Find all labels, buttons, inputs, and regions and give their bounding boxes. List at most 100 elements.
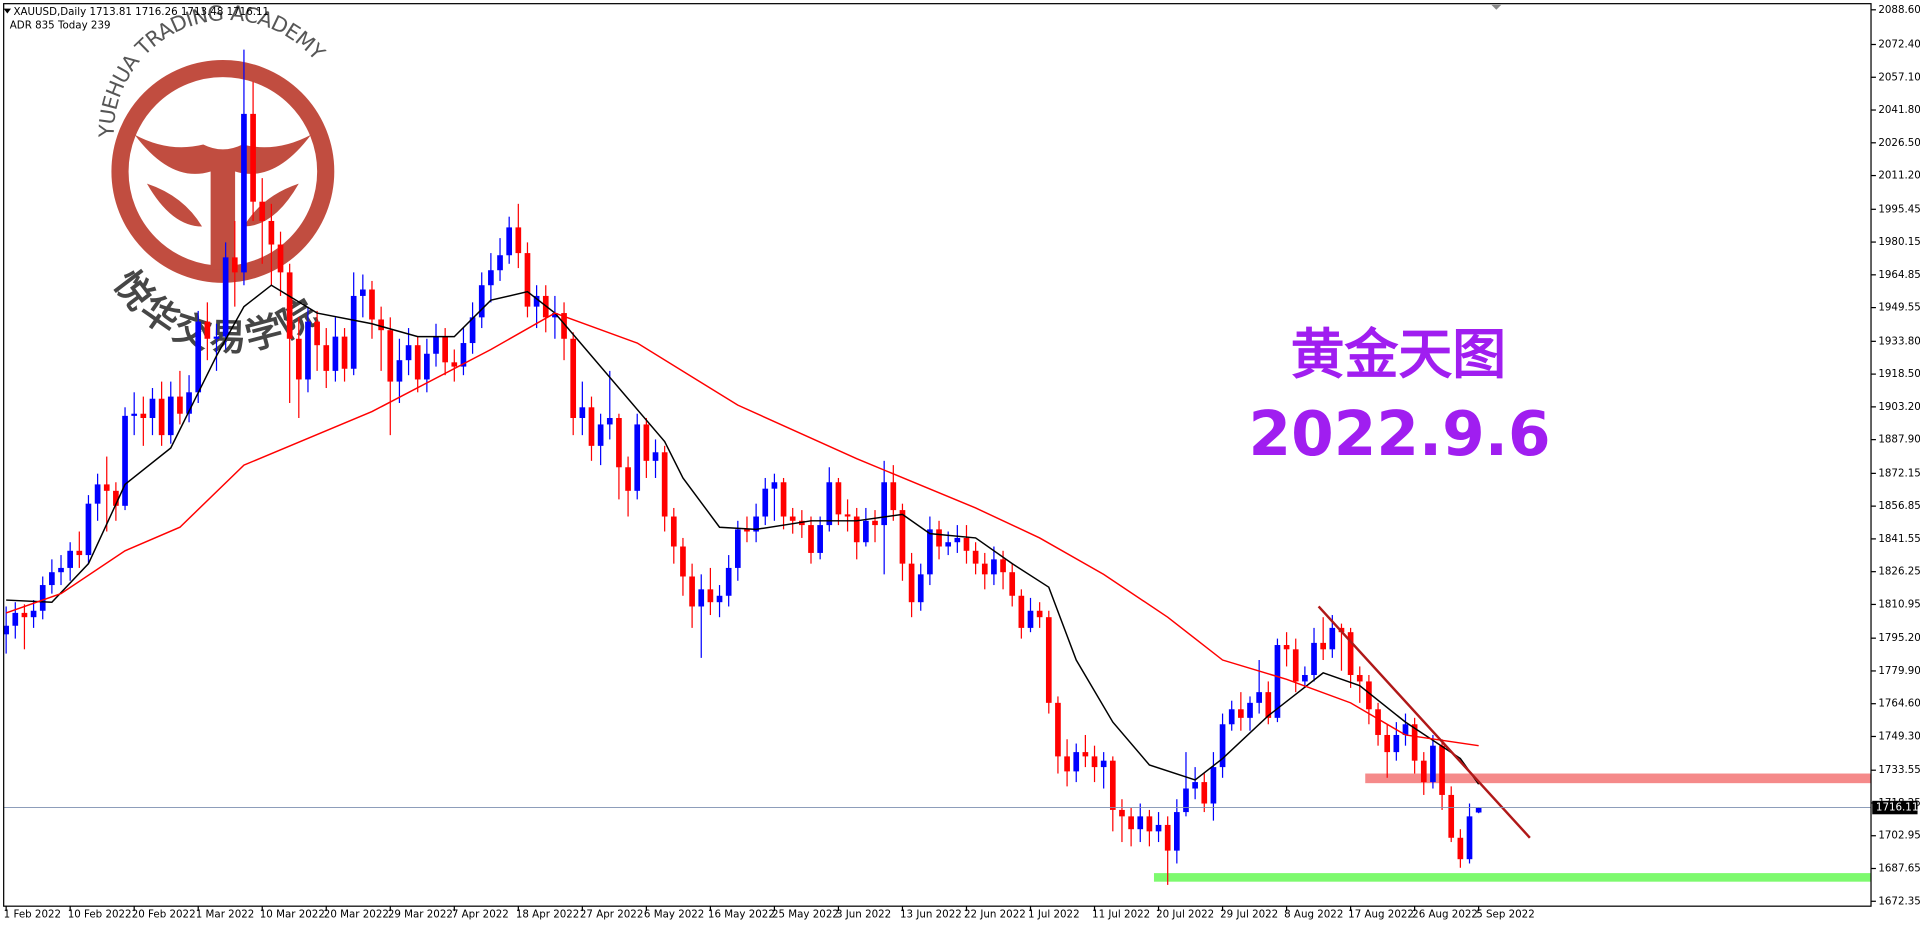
y-tick-label: 1687.65 [1878,863,1920,875]
candle-body [1228,709,1235,725]
candle-body [286,272,293,339]
axis-layer: 2088.60 2072.40 2057.10 2041.80 2026.50 2011.… [3,3,1920,921]
y-tick-label: 1964.85 [1878,269,1920,281]
candle-body [826,482,833,526]
candle-body [1238,709,1244,718]
y-tick-label: 2057.10 [1878,71,1920,83]
y-tick-label: 1995.45 [1878,203,1920,215]
y-tick-label: 2072.40 [1878,38,1920,50]
candle-body [661,452,668,517]
candle-body [1402,724,1409,735]
candle-body [1457,837,1464,860]
candle-body [1320,642,1327,650]
x-tick-label: 1 Jul 2022 [1028,909,1080,921]
candle-body [140,413,147,419]
candle-body [789,516,796,521]
candle-body [186,392,192,414]
candle-body [936,529,942,547]
y-tick-label: 1702.95 [1878,830,1920,842]
candle-body [1192,782,1198,789]
candle-body [1055,702,1061,757]
candle-body [460,343,467,367]
y-tick-label: 1903.20 [1878,401,1920,413]
candle-body [12,612,19,626]
candle-body [908,563,915,603]
candle-body [149,398,156,419]
candle-body [39,585,46,611]
plot-frame [3,3,1872,907]
candle-body [94,484,101,504]
trendline [1317,605,1531,839]
candle-body [360,289,366,296]
x-tick-label: 8 Aug 2022 [1284,909,1343,921]
candle-body [1292,649,1299,682]
annotation-date: 2022.9.6 [1249,399,1551,470]
candle-body [1366,681,1372,710]
y-tick-label: 1933.80 [1878,335,1920,347]
candle-body [1073,752,1080,772]
candle-body [1439,745,1445,795]
x-tick-label: 1 Mar 2022 [196,909,255,921]
candle-body [195,321,202,393]
candle-body [780,482,787,517]
y-tick-label: 1980.15 [1878,236,1920,248]
candle-body [1420,760,1427,783]
candle-body [113,490,119,506]
y-tick-label: 1749.30 [1878,730,1920,742]
candle-body [49,572,55,586]
y-tick-label: 1918.50 [1878,368,1920,380]
candle-body [122,415,128,506]
candle-body [771,482,778,489]
candle-body [378,319,384,331]
x-tick-label: 27 Apr 2022 [580,909,643,921]
x-tick-label: 20 Jul 2022 [1156,909,1214,921]
candle-body [1302,675,1308,682]
zone [1365,773,1872,784]
x-tick-label: 20 Feb 2022 [132,909,196,921]
header-symbol: XAUUSD,Daily 1713.81 1716.26 1713.48 171… [13,6,269,18]
zone [1153,873,1872,882]
candle-body [30,610,37,618]
candle-body [1256,692,1262,703]
candle-body [1045,617,1052,703]
candle-body [625,467,631,491]
candle-body [167,396,174,436]
candle-body [131,413,138,416]
candle-body [991,559,997,575]
x-tick-label: 3 Jun 2022 [836,909,891,921]
candle-body [1411,724,1418,761]
candle-body [1265,692,1272,718]
moving-average [6,284,1480,785]
candle-body [616,418,622,468]
candle-body [1329,627,1336,650]
candle-body [1036,610,1043,618]
y-tick-label: 2088.60 [1878,4,1920,16]
candle-body [1356,675,1363,682]
y-tick-label: 1856.85 [1878,500,1920,512]
y-tick-label: 1672.35 [1878,895,1920,907]
candle-body [588,407,595,446]
candle-body [863,520,869,543]
moving-average [5,312,1479,747]
candle-body [58,567,64,573]
candle-body [927,529,933,575]
candle-body [561,313,567,339]
candle-body [268,220,275,245]
candle-body [469,317,476,344]
candle-body [597,424,604,446]
candle-body [881,482,887,526]
candle-body [945,542,952,547]
x-tick-label: 10 Feb 2022 [68,909,132,921]
candle-body [21,612,28,618]
zone-layer [1153,773,1872,882]
x-tick-label: 29 Jul 2022 [1220,909,1278,921]
candle-body [506,227,513,256]
candle-body [1064,756,1070,772]
candle-body [1009,572,1016,596]
candle-body [1201,782,1208,804]
candle-body [1146,816,1153,832]
candle-body [1164,824,1171,851]
candle-body [396,360,403,382]
candle-body [332,336,339,371]
